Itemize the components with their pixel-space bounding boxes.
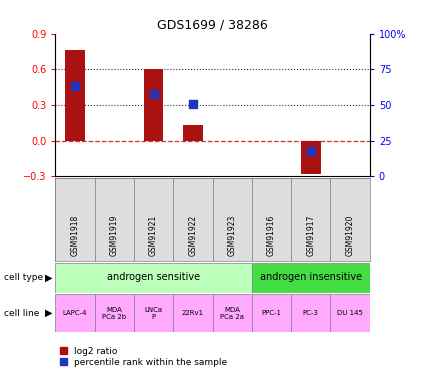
Bar bbox=[212, 294, 252, 332]
Text: GSM91919: GSM91919 bbox=[110, 215, 119, 256]
Text: LNCa
P: LNCa P bbox=[144, 307, 163, 320]
Bar bbox=[291, 294, 331, 332]
Bar bbox=[252, 178, 291, 261]
Text: MDA
PCa 2b: MDA PCa 2b bbox=[102, 307, 126, 320]
Point bbox=[190, 101, 196, 107]
Bar bbox=[55, 178, 94, 261]
Bar bbox=[212, 178, 252, 261]
Bar bbox=[331, 294, 370, 332]
Bar bbox=[55, 262, 252, 292]
Bar bbox=[291, 178, 331, 261]
Text: GSM91918: GSM91918 bbox=[71, 215, 79, 256]
Text: GSM91922: GSM91922 bbox=[188, 215, 197, 256]
Text: GSM91920: GSM91920 bbox=[346, 215, 354, 256]
Text: GSM91921: GSM91921 bbox=[149, 215, 158, 256]
Bar bbox=[55, 294, 94, 332]
Bar bbox=[173, 178, 212, 261]
Text: LAPC-4: LAPC-4 bbox=[62, 310, 87, 316]
Text: PPC-1: PPC-1 bbox=[261, 310, 281, 316]
Bar bbox=[65, 50, 85, 141]
Text: PC-3: PC-3 bbox=[303, 310, 319, 316]
Bar bbox=[144, 69, 163, 141]
Text: 22Rv1: 22Rv1 bbox=[182, 310, 204, 316]
Bar bbox=[134, 178, 173, 261]
Text: ▶: ▶ bbox=[45, 308, 53, 318]
Point bbox=[71, 83, 78, 89]
Bar bbox=[252, 262, 370, 292]
Text: GSM91923: GSM91923 bbox=[228, 215, 237, 256]
Legend: log2 ratio, percentile rank within the sample: log2 ratio, percentile rank within the s… bbox=[60, 347, 227, 367]
Point bbox=[150, 92, 157, 98]
Bar bbox=[183, 125, 203, 141]
Bar bbox=[134, 294, 173, 332]
Bar bbox=[173, 294, 212, 332]
Bar bbox=[94, 178, 134, 261]
Bar bbox=[94, 294, 134, 332]
Bar bbox=[331, 178, 370, 261]
Text: MDA
PCa 2a: MDA PCa 2a bbox=[220, 307, 244, 320]
Text: ▶: ▶ bbox=[45, 273, 53, 282]
Text: androgen sensitive: androgen sensitive bbox=[107, 273, 200, 282]
Point bbox=[307, 148, 314, 154]
Text: DU 145: DU 145 bbox=[337, 310, 363, 316]
Text: GSM91916: GSM91916 bbox=[267, 215, 276, 256]
Text: GDS1699 / 38286: GDS1699 / 38286 bbox=[157, 19, 268, 32]
Bar bbox=[252, 294, 291, 332]
Text: cell line: cell line bbox=[4, 309, 40, 318]
Bar bbox=[301, 141, 320, 174]
Text: androgen insensitive: androgen insensitive bbox=[260, 273, 362, 282]
Text: GSM91917: GSM91917 bbox=[306, 215, 315, 256]
Text: cell type: cell type bbox=[4, 273, 43, 282]
